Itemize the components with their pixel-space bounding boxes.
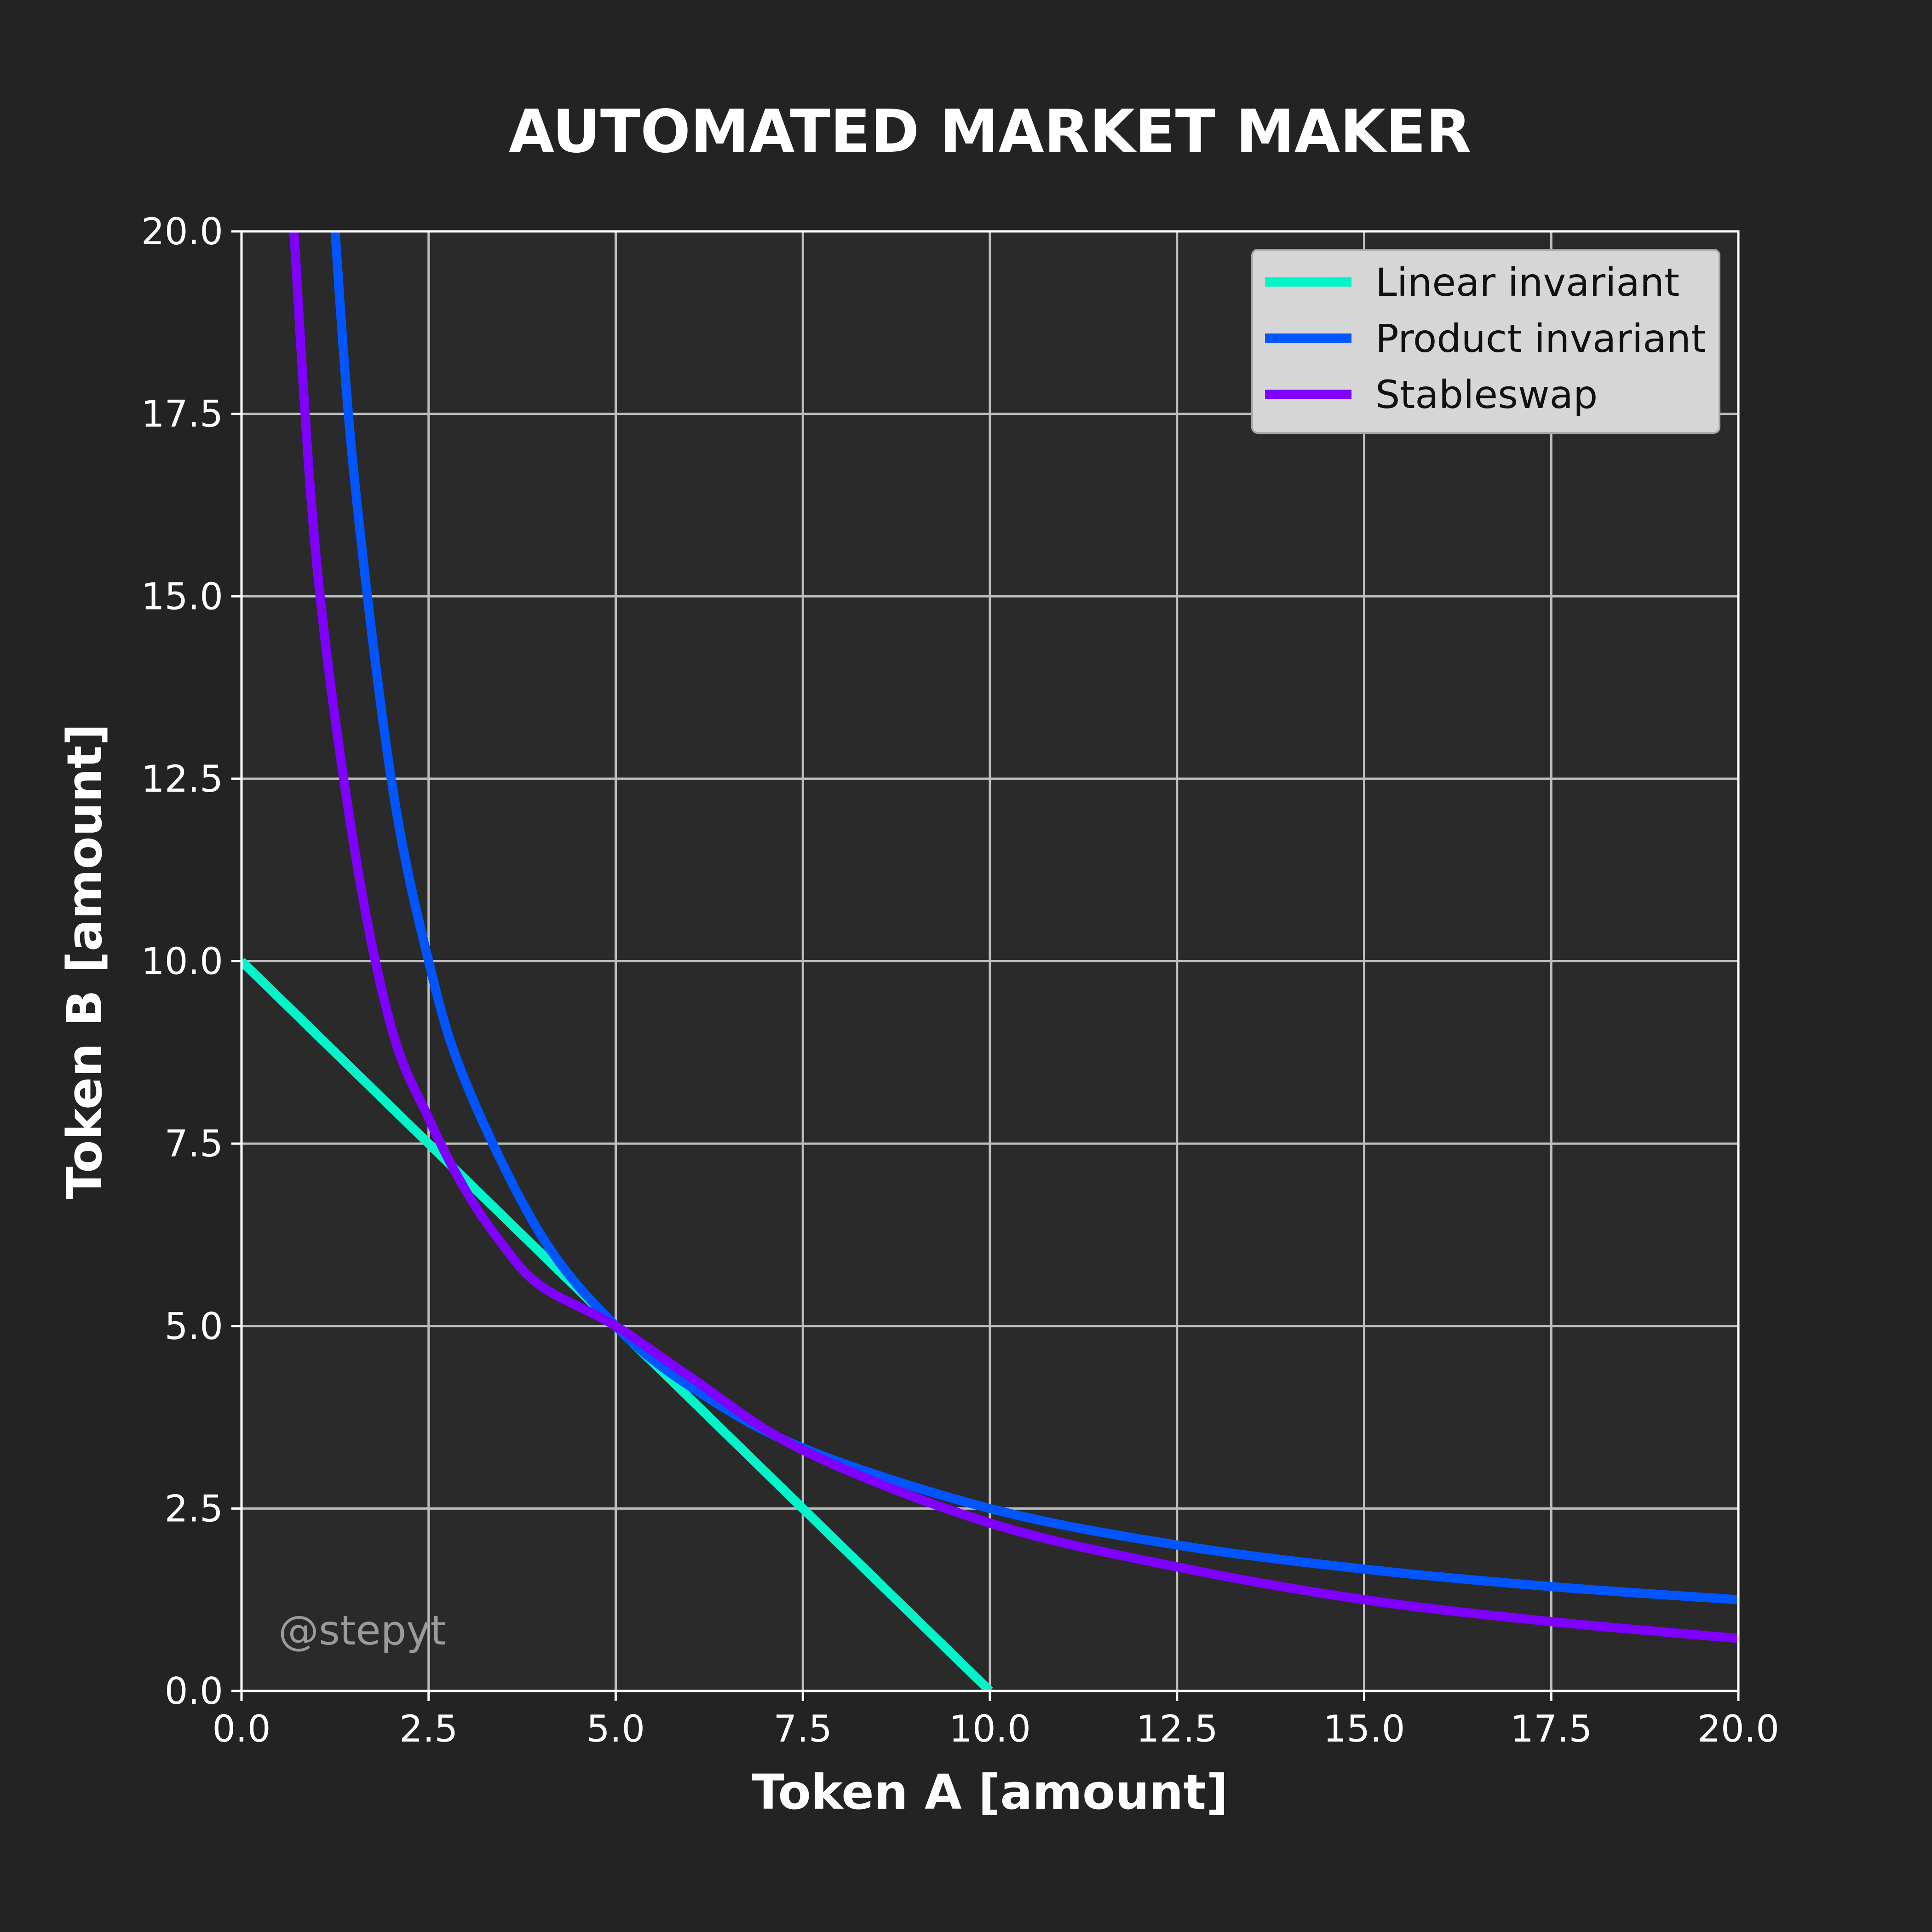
y-tick-label: 17.5	[141, 393, 223, 436]
x-tick-label: 17.5	[1510, 1708, 1592, 1750]
legend: Linear invariant Product invariant Stables…	[1251, 249, 1720, 434]
legend-label: Stableswap	[1375, 372, 1598, 417]
x-tick-label: 0.0	[212, 1708, 270, 1750]
y-tick-label: 20.0	[141, 210, 223, 253]
watermark: @stepyt	[278, 1607, 446, 1654]
legend-label: Product invariant	[1375, 316, 1706, 361]
y-tick-label: 10.0	[141, 940, 223, 983]
x-axis-label: Token A [amount]	[752, 1764, 1228, 1820]
x-tick-label: 5.0	[586, 1708, 645, 1750]
y-tick-label: 7.5	[165, 1122, 223, 1165]
x-tick-label: 10.0	[949, 1708, 1031, 1750]
y-axis-label: Token B [amount]	[57, 724, 113, 1199]
y-tick-label: 0.0	[165, 1670, 223, 1713]
y-tick-label: 2.5	[165, 1487, 223, 1530]
chart-title: AUTOMATED MARKET MAKER	[509, 98, 1471, 166]
ticks: 0.0 2.5 5.0 7.5 10.0 12.5 15.0 17.5 20.0 0.0 2.5 5.…	[141, 210, 1779, 1750]
x-tick-label: 15.0	[1323, 1708, 1405, 1750]
y-tick-label: 12.5	[141, 758, 223, 800]
y-tick-label: 5.0	[165, 1305, 223, 1348]
legend-box	[1251, 249, 1720, 434]
x-tick-label: 2.5	[399, 1708, 458, 1750]
x-tick-label: 20.0	[1697, 1708, 1779, 1750]
series-lines	[242, 231, 1738, 1691]
y-tick-label: 15.0	[141, 575, 223, 618]
legend-label: Linear invariant	[1375, 260, 1679, 305]
product-invariant-line	[330, 231, 1738, 1604]
x-tick-label: 7.5	[774, 1708, 832, 1750]
stableswap-line	[289, 231, 1738, 1643]
x-tick-label: 12.5	[1136, 1708, 1218, 1750]
